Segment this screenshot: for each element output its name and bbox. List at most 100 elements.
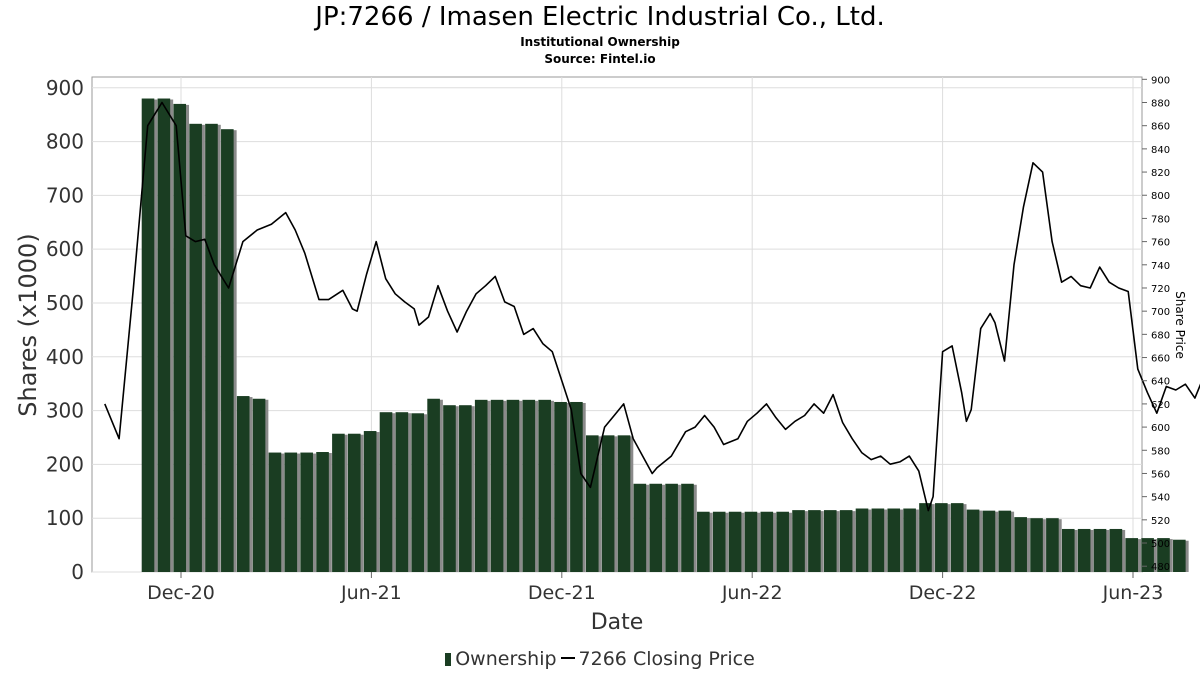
ownership-bar [760,511,774,572]
y2-tick-label: 560 [1151,469,1170,480]
y2-tick-label: 900 [1151,75,1170,86]
ownership-bar [395,412,409,572]
y2-tick-label: 720 [1151,284,1170,295]
ownership-bar [173,103,187,573]
ownership-bar [633,483,647,572]
ownership-bars [141,98,1189,573]
y-tick-label: 300 [46,399,84,423]
ownership-bar [966,509,980,572]
y-tick-label: 800 [46,130,84,154]
ownership-bar [998,510,1012,572]
legend-line-label: 7266 Closing Price [578,648,755,670]
ownership-bar [950,503,964,572]
ownership-bar [601,435,615,572]
y2-tick-label: 860 [1151,122,1170,133]
ownership-bar [776,511,789,572]
ownership-bar [411,413,425,572]
y2-tick-label: 640 [1151,377,1170,388]
x-tick-label: Dec-22 [909,582,977,604]
ownership-bar [427,398,440,572]
ownership-bar [363,431,377,572]
ownership-bar [697,511,710,572]
ownership-bar [332,433,345,572]
chart-source: Source: Fintel.io [544,52,656,66]
y2-tick-label: 600 [1151,423,1170,434]
ownership-bar [157,98,171,573]
y-tick-label: 100 [46,506,84,530]
x-tick-label: Dec-20 [147,582,215,604]
y2-tick-label: 580 [1151,446,1170,457]
ownership-bar [141,98,155,573]
ownership-bar [522,399,536,572]
ownership-bar [554,401,567,572]
x-tick-label: Jun-21 [340,582,402,604]
ownership-bar [919,503,932,572]
y2-tick-label: 700 [1151,307,1170,318]
ownership-bar [459,405,472,572]
ownership-bar [268,452,282,572]
x-tick-label: Jun-23 [1102,582,1164,604]
y-tick-label: 600 [46,237,84,261]
y-tick-label: 200 [46,452,84,476]
ownership-bar [316,452,329,572]
y2-tick-label: 740 [1151,261,1170,272]
ownership-bar [839,510,853,572]
ownership-bar [744,511,758,572]
ownership-bar [506,399,520,572]
x-axis-label: Date [591,610,644,635]
axes: 0 100 200 300 400 500 600 700 800 900 Dec-20 Jun-21… [46,75,1170,604]
y2-tick-label: 840 [1151,145,1170,156]
y2-tick-label: 820 [1151,168,1170,179]
ownership-bar [681,483,694,572]
x-tick-label: Jun-22 [721,582,783,604]
y2-tick-label: 780 [1151,214,1170,225]
y-tick-label: 0 [71,560,84,584]
legend-bar-label: Ownership [455,648,557,670]
ownership-bar [221,129,234,572]
ownership-bar [379,412,393,572]
price-line [104,101,1200,512]
ownership-bar [585,435,599,572]
x-tick-label: Dec-21 [528,582,596,604]
legend-bar-swatch [445,653,452,666]
y-tick-label: 900 [46,76,84,100]
ownership-bar [1109,528,1123,572]
y2-tick-label: 520 [1151,516,1170,527]
ownership-bar [1077,528,1091,572]
y-tick-label: 700 [46,183,84,207]
y2-tick-label: 540 [1151,493,1170,504]
ownership-bar [1030,518,1043,572]
ownership-bar [823,510,837,572]
ownership-bar [982,510,996,572]
ownership-bar [490,399,504,572]
ownership-bar [570,401,583,572]
ownership-bar [935,503,948,572]
ownership-bar [1173,539,1186,572]
y2-tick-label: 660 [1151,354,1170,365]
ownership-bar [1014,517,1027,572]
ownership-bar [728,511,742,572]
y2-tick-label: 680 [1151,330,1170,341]
y-tick-label: 400 [46,345,84,369]
legend: Ownership 7266 Closing Price [0,648,1200,670]
y-axis-label: Shares (x1000) [14,233,42,416]
ownership-bar [1093,528,1107,572]
y2-tick-label: 800 [1151,191,1170,202]
y2-tick-label: 500 [1151,539,1170,550]
ownership-bar [887,508,901,572]
ownership-bar [252,398,266,572]
ownership-bar [1141,538,1154,572]
ownership-bar [792,510,805,572]
ownership-bar [347,433,361,572]
ownership-bar [474,399,488,572]
ownership-bar [538,399,551,572]
ownership-bar [871,508,885,572]
y2-tick-label: 480 [1151,562,1170,573]
ownership-bar [236,396,250,572]
ownership-bar [189,123,202,572]
ownership-bar [617,435,631,572]
ownership-bar [284,452,298,572]
ownership-bar [712,511,726,572]
ownership-bar [903,508,916,572]
